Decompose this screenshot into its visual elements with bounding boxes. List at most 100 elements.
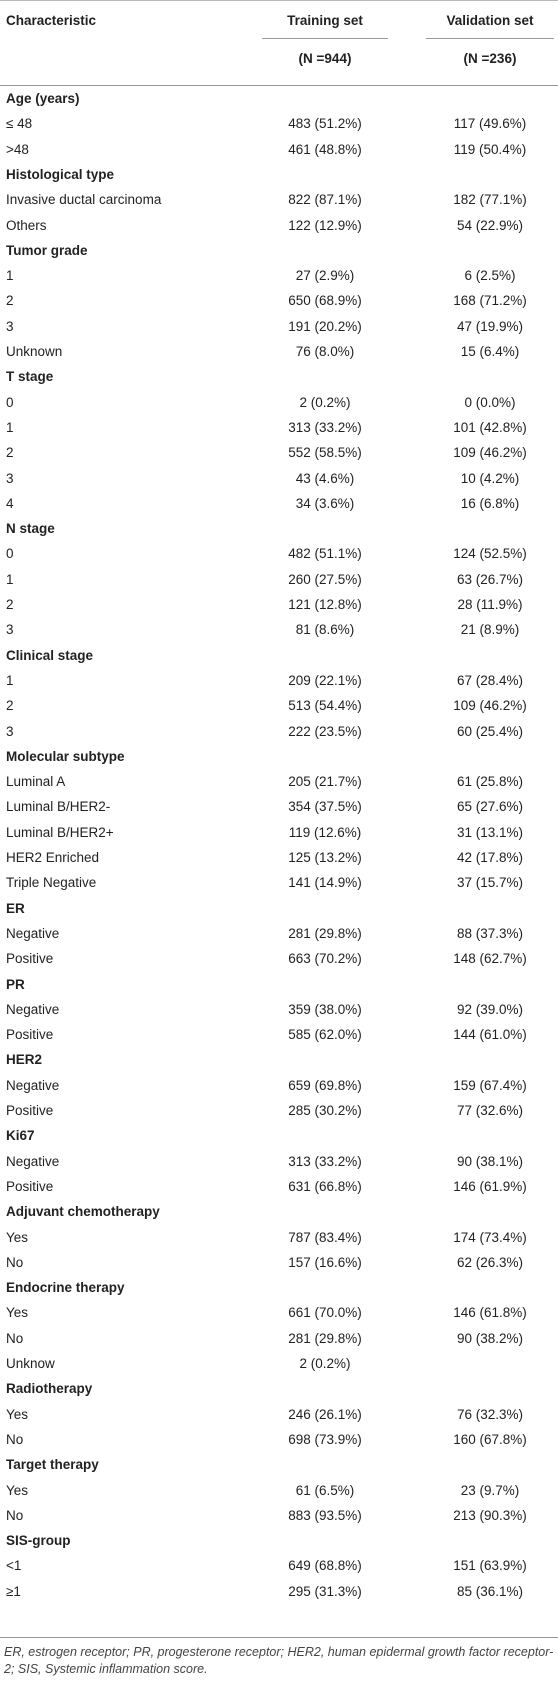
cell: 16 (6.8%) bbox=[460, 495, 520, 511]
table-row: 1 313 (33.2%) 101 (42.8%) bbox=[0, 415, 558, 440]
group-title: Molecular subtype bbox=[6, 748, 125, 764]
cell: 661 (70.0%) bbox=[288, 1305, 362, 1321]
table-row: 2 650 (68.9%) 168 (71.2%) bbox=[0, 288, 558, 313]
cell: 182 (77.1%) bbox=[453, 192, 527, 208]
cell: >48 bbox=[6, 141, 29, 157]
cell: 92 (39.0%) bbox=[456, 1001, 524, 1017]
cell: 246 (26.1%) bbox=[288, 1406, 362, 1422]
cell: 213 (90.3%) bbox=[453, 1507, 527, 1523]
table-row: 0 2 (0.2%) 0 (0.0%) bbox=[0, 390, 558, 415]
cell: 15 (6.4%) bbox=[460, 344, 520, 359]
table-row: Unknown 76 (8.0%) 15 (6.4%) bbox=[0, 339, 558, 364]
table-row: 3 191 (20.2%) 47 (19.9%) bbox=[0, 314, 558, 339]
cell: 76 (32.3%) bbox=[456, 1406, 524, 1422]
cell: 81 (8.6%) bbox=[295, 622, 355, 638]
cell: 650 (68.9%) bbox=[288, 293, 362, 309]
table-row: Positive 663 (70.2%) 148 (62.7%) bbox=[0, 946, 558, 971]
group-row: Target therapy bbox=[0, 1452, 558, 1477]
cell: 124 (52.5%) bbox=[453, 546, 527, 562]
group-row: N stage bbox=[0, 516, 558, 541]
cell: 146 (61.9%) bbox=[453, 1178, 527, 1194]
cell: 1 bbox=[6, 419, 14, 435]
cell: 117 (49.6%) bbox=[453, 116, 527, 132]
table-row: ≤ 48 483 (51.2%) 117 (49.6%) bbox=[0, 111, 558, 136]
cell: 37 (15.7%) bbox=[456, 875, 524, 891]
cell: 62 (26.3%) bbox=[456, 1254, 524, 1270]
group-row: ER bbox=[0, 896, 558, 921]
table-row: Yes 661 (70.0%) 146 (61.8%) bbox=[0, 1300, 558, 1325]
cell: 883 (93.5%) bbox=[288, 1507, 362, 1523]
table-row: No 281 (29.8%) 90 (38.2%) bbox=[0, 1326, 558, 1351]
cell: Triple Negative bbox=[6, 875, 97, 891]
cell: Yes bbox=[6, 1482, 29, 1498]
group-row: Age (years) bbox=[0, 86, 558, 111]
table-row: Yes 61 (6.5%) 23 (9.7%) bbox=[0, 1478, 558, 1503]
cell: 461 (48.8%) bbox=[288, 141, 362, 157]
cell: 63 (26.7%) bbox=[456, 571, 524, 587]
group-title: PR bbox=[6, 976, 25, 992]
cell: 822 (87.1%) bbox=[288, 192, 362, 208]
cell: 109 (46.2%) bbox=[453, 698, 527, 714]
cell: Yes bbox=[6, 1229, 29, 1245]
cell: 698 (73.9%) bbox=[288, 1431, 362, 1447]
cell: 27 (2.9%) bbox=[295, 268, 355, 284]
group-title: Target therapy bbox=[6, 1457, 99, 1473]
cell: 42 (17.8%) bbox=[456, 850, 524, 865]
cell: Unknow bbox=[6, 1356, 55, 1371]
group-title: Endocrine therapy bbox=[6, 1280, 125, 1296]
cell: 76 (8.0%) bbox=[295, 344, 355, 359]
cell: 141 (14.9%) bbox=[288, 875, 362, 891]
group-row: T stage bbox=[0, 364, 558, 389]
table-row: 1 27 (2.9%) 6 (2.5%) bbox=[0, 263, 558, 288]
cell: Luminal B/HER2+ bbox=[6, 824, 114, 840]
table-row: 4 34 (3.6%) 16 (6.8%) bbox=[0, 491, 558, 516]
cell: Positive bbox=[6, 1178, 54, 1194]
cell: 354 (37.5%) bbox=[288, 799, 362, 815]
cell: Luminal B/HER2- bbox=[6, 799, 111, 815]
cell: No bbox=[6, 1507, 24, 1523]
cell: 313 (33.2%) bbox=[288, 1153, 362, 1169]
column-header: Validation set bbox=[446, 13, 534, 28]
header-rule bbox=[262, 38, 388, 39]
cell: 313 (33.2%) bbox=[288, 419, 362, 435]
table-row: ≥1 295 (31.3%) 85 (36.1%) bbox=[0, 1579, 558, 1604]
column-subheader: (N =944) bbox=[298, 51, 352, 66]
cell: 552 (58.5%) bbox=[288, 445, 362, 461]
cell: 28 (11.9%) bbox=[457, 597, 523, 612]
group-row: Radiotherapy bbox=[0, 1376, 558, 1401]
cell: 0 bbox=[6, 394, 14, 410]
cell: 148 (62.7%) bbox=[453, 951, 527, 967]
cell: 6 (2.5%) bbox=[464, 268, 516, 284]
cell: 90 (38.1%) bbox=[456, 1153, 524, 1169]
cell: Negative bbox=[6, 1001, 60, 1017]
group-row: Clinical stage bbox=[0, 643, 558, 668]
table-row: 3 81 (8.6%) 21 (8.9%) bbox=[0, 617, 558, 642]
cell: 54 (22.9%) bbox=[456, 217, 524, 233]
table-row: Negative 359 (38.0%) 92 (39.0%) bbox=[0, 997, 558, 1022]
cell: ≥1 bbox=[6, 1583, 21, 1599]
group-title: Radiotherapy bbox=[6, 1381, 93, 1397]
cell: No bbox=[6, 1431, 24, 1447]
cell: 61 (25.8%) bbox=[456, 774, 524, 790]
table-row: <1 649 (68.8%) 151 (63.9%) bbox=[0, 1553, 558, 1578]
cell: 47 (19.9%) bbox=[456, 318, 524, 334]
column-subheader: (N =236) bbox=[463, 51, 517, 66]
cell: Yes bbox=[6, 1305, 29, 1321]
cell: 168 (71.2%) bbox=[453, 293, 527, 309]
cell: 109 (46.2%) bbox=[453, 445, 527, 461]
cell: 0 bbox=[6, 546, 14, 562]
cell: 122 (12.9%) bbox=[288, 217, 362, 233]
cell: 222 (23.5%) bbox=[288, 723, 362, 739]
cell: Unknown bbox=[6, 344, 63, 359]
group-row: Histological type bbox=[0, 162, 558, 187]
cell: 31 (13.1%) bbox=[456, 824, 524, 840]
group-title: N stage bbox=[6, 521, 55, 537]
group-row: Adjuvant chemotherapy bbox=[0, 1199, 558, 1224]
cell: 60 (25.4%) bbox=[456, 723, 524, 739]
group-title: Tumor grade bbox=[6, 242, 88, 258]
cell: 191 (20.2%) bbox=[288, 318, 362, 334]
table-row: 3 43 (4.6%) 10 (4.2%) bbox=[0, 466, 558, 491]
cell: 90 (38.2%) bbox=[456, 1330, 524, 1346]
table-row: No 698 (73.9%) 160 (67.8%) bbox=[0, 1427, 558, 1452]
cell: 787 (83.4%) bbox=[288, 1229, 362, 1245]
